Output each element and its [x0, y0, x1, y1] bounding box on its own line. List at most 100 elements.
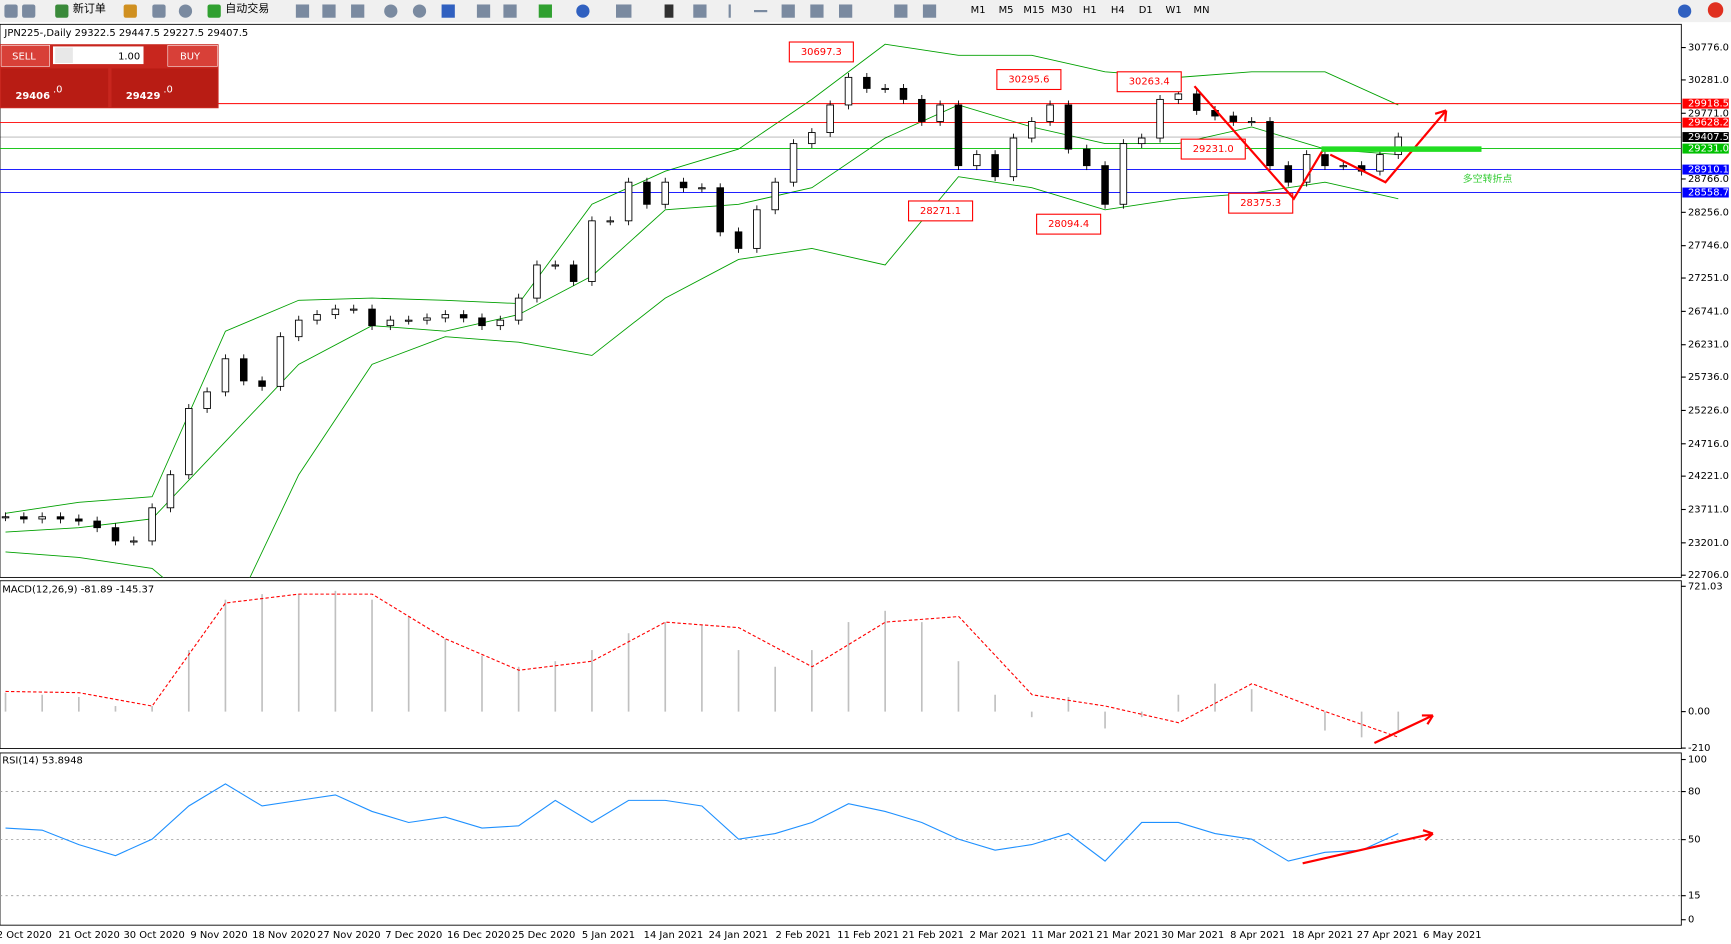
candle-body	[624, 181, 633, 222]
candle-body	[1321, 154, 1329, 167]
y-tick-label: 27251.0	[1688, 273, 1729, 284]
sell-button[interactable]	[0, 45, 50, 67]
candle-body	[423, 317, 431, 321]
timeframe-button[interactable]: W1	[1166, 5, 1182, 16]
drawn-arrows	[1193, 85, 1448, 865]
x-tick-label: 30 Mar 2021	[1161, 930, 1224, 941]
timeframe-button[interactable]: M5	[999, 5, 1014, 16]
x-tick-label: 11 Mar 2021	[1031, 930, 1094, 941]
x-tick-label: 6 May 2021	[1423, 930, 1481, 941]
timeframe-button[interactable]: M30	[1051, 5, 1072, 16]
rsi-panel	[0, 752, 1682, 926]
buy-button[interactable]	[167, 45, 218, 67]
candle-body	[863, 76, 871, 89]
price-line-label: 29918.5	[1688, 99, 1729, 110]
icon[interactable]	[412, 4, 427, 18]
icon[interactable]	[178, 4, 193, 18]
icon[interactable]	[4, 4, 18, 18]
x-tick-label: 8 Apr 2021	[1230, 930, 1285, 941]
timeframe-button[interactable]: MN	[1194, 5, 1210, 16]
y-tick-label: 28256.0	[1688, 207, 1729, 218]
candle-body	[38, 516, 46, 520]
x-tick-label: 2 Mar 2021	[970, 930, 1027, 941]
candle-body	[111, 527, 120, 542]
icon[interactable]	[295, 4, 310, 18]
icon[interactable]	[922, 4, 937, 18]
x-tick-label: 2 Feb 2021	[776, 930, 831, 941]
bid-box[interactable]	[1, 68, 109, 108]
icon[interactable]	[839, 4, 853, 18]
candle-body	[606, 220, 615, 223]
lot-field[interactable]	[52, 46, 144, 65]
lot-value[interactable]: 1.00	[118, 51, 140, 62]
candle-body	[1009, 137, 1018, 178]
candle-body	[1229, 115, 1238, 122]
candle-body	[551, 264, 560, 267]
icon[interactable]	[441, 4, 455, 18]
icon[interactable]	[152, 4, 166, 18]
annotation: 28271.1	[920, 206, 961, 217]
icon[interactable]	[322, 4, 336, 18]
icon[interactable]	[781, 4, 795, 18]
icon[interactable]	[55, 4, 69, 18]
icon[interactable]	[384, 4, 398, 18]
icon[interactable]	[1678, 4, 1692, 18]
y-tick-label: 26741.0	[1688, 306, 1729, 317]
candle-body	[1137, 137, 1146, 145]
candle-body	[1, 516, 10, 519]
icon[interactable]	[693, 4, 707, 18]
icon[interactable]	[476, 4, 491, 18]
buy-label[interactable]: BUY	[180, 51, 201, 62]
timeframe-button[interactable]: D1	[1139, 5, 1153, 16]
macd-signal	[5, 593, 1399, 738]
lot-dropdown[interactable]	[55, 47, 73, 63]
y-tick-label: 24716.0	[1688, 439, 1729, 450]
icon[interactable]	[576, 4, 590, 18]
candle-body	[221, 358, 230, 393]
y-tick-label: 27746.0	[1688, 241, 1729, 252]
price-line-label: 29231.0	[1688, 144, 1729, 155]
x-tick-label: 5 Jan 2021	[582, 930, 635, 941]
candle-body	[258, 380, 266, 387]
timeframe-button[interactable]: M15	[1023, 5, 1044, 16]
notify-icon[interactable]	[1707, 2, 1724, 18]
toolbar	[0, 0, 1731, 23]
timeframe-button[interactable]: H1	[1083, 5, 1097, 16]
y-tick-label: 25736.0	[1688, 372, 1729, 383]
timeframe-button[interactable]: M1	[971, 5, 986, 16]
ask-box[interactable]	[111, 68, 218, 108]
y-tick-label: 22706.0	[1688, 570, 1729, 581]
price-line-label-bg	[1682, 164, 1729, 175]
y-tick-label: 100	[1688, 755, 1707, 766]
new-order[interactable]: 新订单	[73, 1, 106, 15]
icon[interactable]	[207, 4, 221, 18]
timeframe-button[interactable]: H4	[1111, 5, 1125, 16]
sell-label[interactable]: SELL	[12, 51, 36, 62]
arrow-line	[1302, 829, 1434, 865]
y-tick-label: 80	[1688, 787, 1701, 798]
icon[interactable]	[894, 4, 908, 18]
candle-body	[1028, 121, 1036, 139]
icon[interactable]	[728, 4, 731, 18]
y-tick-label: 0	[1688, 915, 1694, 926]
icon[interactable]	[22, 4, 36, 18]
x-tick-label: 2 Oct 2020	[0, 930, 52, 941]
icon[interactable]	[754, 9, 768, 13]
x-tick-label: 27 Apr 2021	[1357, 930, 1418, 941]
price-line-label-bg	[1682, 117, 1729, 128]
candle-body	[441, 314, 450, 319]
annotation-box	[996, 69, 1062, 91]
annotation-box	[1116, 71, 1182, 93]
icon[interactable]	[810, 4, 824, 18]
icon[interactable]	[351, 4, 365, 18]
candle-body	[808, 132, 816, 145]
icon[interactable]	[616, 4, 632, 18]
icon[interactable]	[538, 4, 552, 18]
candle-body	[826, 104, 834, 133]
icon[interactable]	[664, 4, 674, 18]
icon[interactable]	[123, 4, 137, 18]
auto-trading[interactable]: 自动交易	[225, 1, 269, 15]
icon[interactable]	[503, 4, 517, 18]
candle-body	[1247, 121, 1256, 124]
bollinger-lower	[5, 176, 1399, 578]
